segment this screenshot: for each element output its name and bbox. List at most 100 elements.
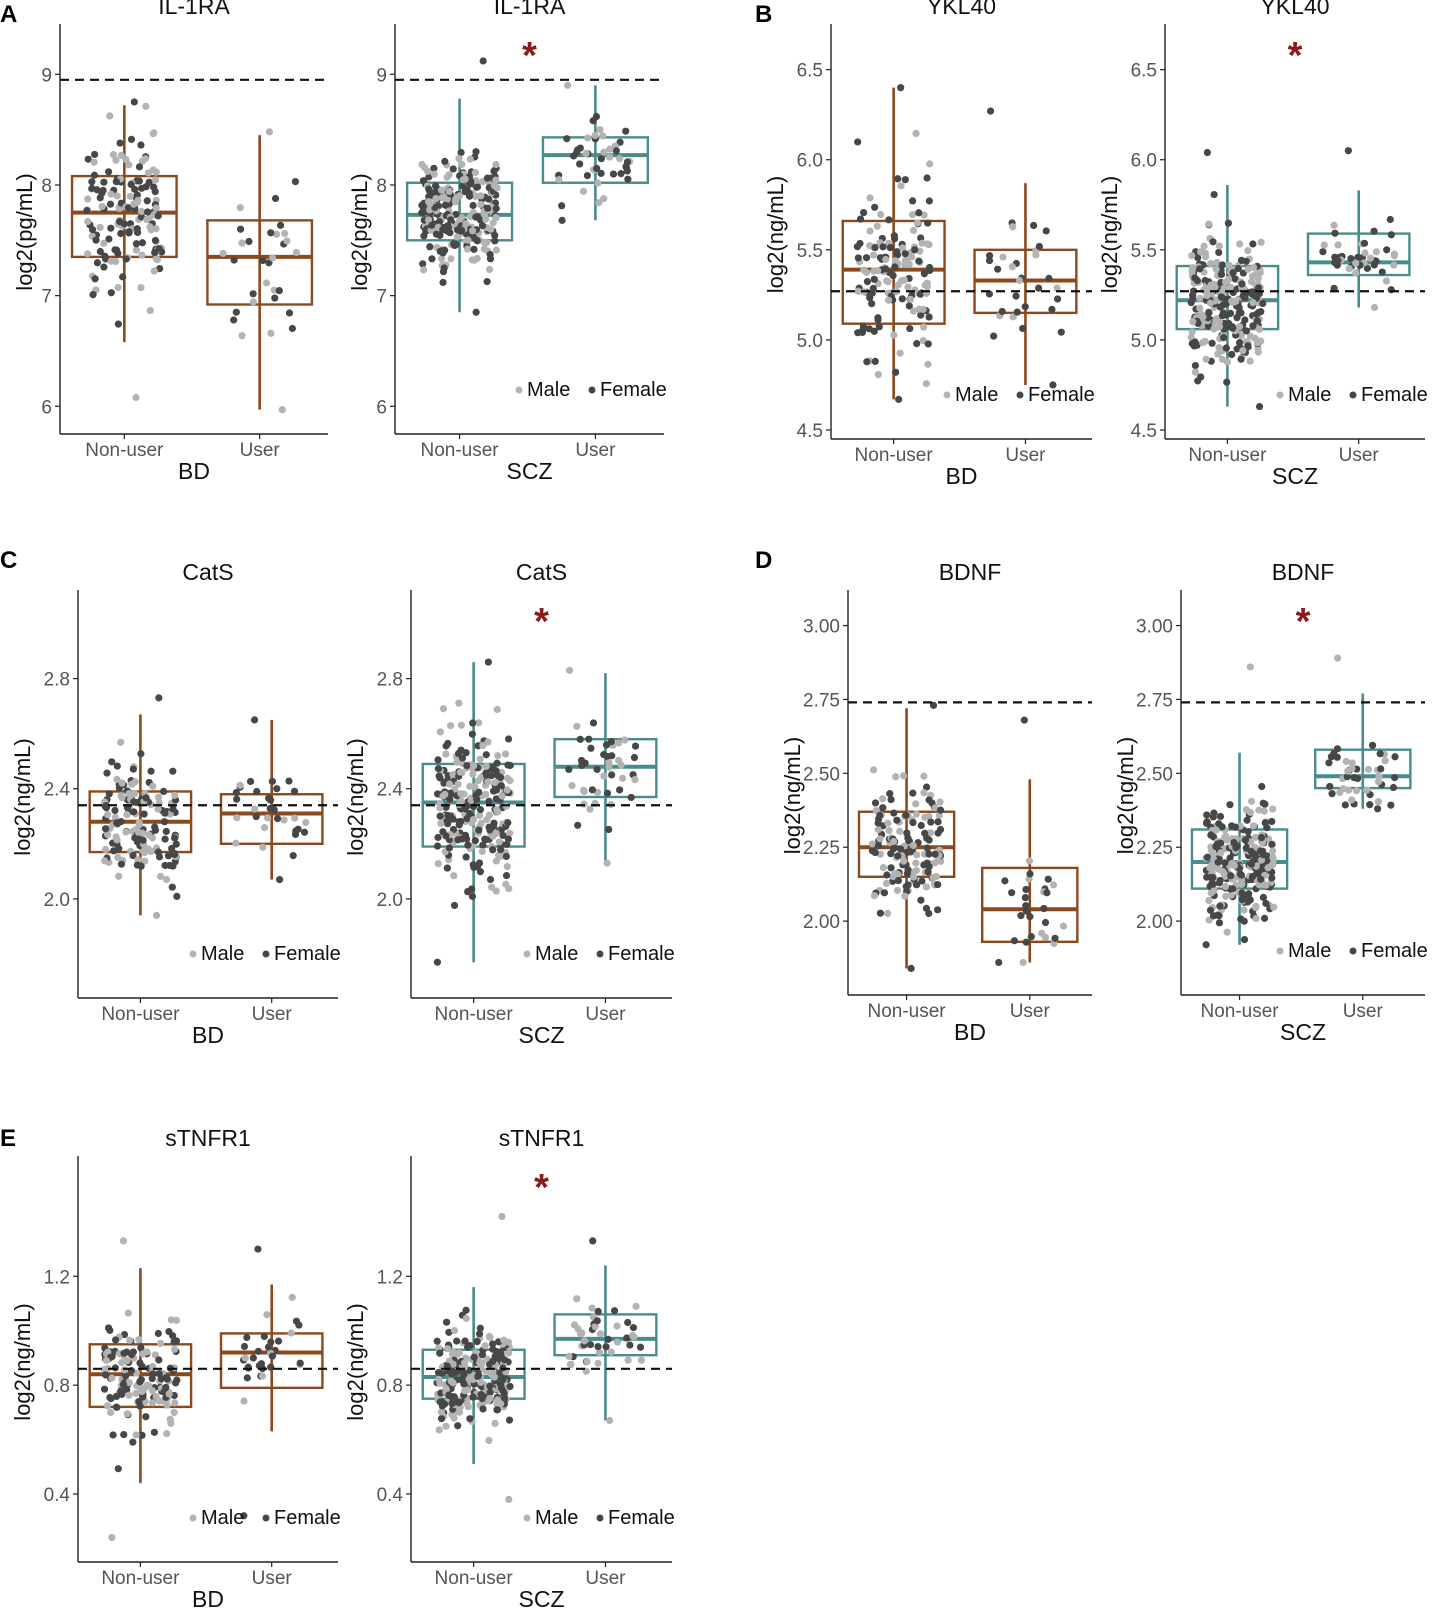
data-point: [452, 210, 460, 219]
data-point: [123, 811, 131, 819]
y-tick-label: 2.4: [44, 780, 71, 801]
data-point: [130, 200, 138, 208]
data-point: [1205, 220, 1213, 228]
data-point: [280, 816, 288, 824]
data-point: [450, 872, 458, 880]
data-point: [232, 308, 240, 316]
data-point: [132, 1431, 140, 1439]
data-point: [444, 1345, 452, 1353]
data-point: [1254, 348, 1262, 356]
data-point: [136, 1359, 144, 1367]
data-point: [135, 163, 144, 171]
data-point: [859, 322, 867, 330]
data-point: [893, 248, 901, 256]
data-point: [497, 1380, 505, 1388]
data-point: [1254, 284, 1263, 292]
data-point: [580, 786, 588, 794]
data-point: [1233, 345, 1241, 353]
data-point: [117, 1387, 125, 1395]
data-point: [1239, 291, 1247, 300]
data-point: [253, 787, 261, 796]
data-point: [854, 329, 862, 337]
data-point: [609, 170, 618, 178]
data-point: [871, 203, 879, 211]
box-group: [206, 128, 314, 414]
data-point: [445, 1328, 453, 1336]
data-point: [894, 852, 902, 860]
legend: Male Female: [515, 379, 667, 401]
data-point: [117, 860, 126, 868]
data-point: [1249, 322, 1257, 330]
data-point: [1237, 332, 1245, 340]
data-point: [1203, 853, 1212, 861]
data-point: [118, 1359, 126, 1367]
data-point: [869, 766, 878, 774]
data-point: [1386, 215, 1394, 224]
data-point: [918, 239, 926, 247]
data-point: [600, 750, 608, 759]
data-point: [986, 107, 995, 115]
data-point: [449, 771, 457, 779]
data-point: [264, 1343, 273, 1351]
data-point: [133, 225, 141, 233]
data-point: [446, 789, 455, 797]
data-point: [434, 765, 443, 773]
data-point: [465, 180, 474, 188]
data-point: [1205, 896, 1213, 905]
panel-label: A: [0, 1, 17, 28]
data-point: [890, 837, 898, 846]
data-point: [93, 259, 102, 267]
y-tick-label: 1.2: [44, 1267, 70, 1288]
legend-male-marker: [1276, 391, 1284, 399]
data-point: [268, 1352, 277, 1360]
data-point: [155, 1356, 163, 1364]
data-point: [249, 290, 257, 298]
data-point: [860, 209, 868, 217]
data-point: [438, 194, 446, 202]
data-point: [1361, 249, 1369, 257]
y-tick-label: 6.0: [1131, 151, 1157, 172]
data-point: [149, 782, 157, 790]
legend-male-label: Male: [201, 1507, 244, 1529]
box-group: [981, 716, 1079, 967]
x-tick-label: User: [1343, 1001, 1384, 1022]
data-point: [588, 786, 596, 794]
data-point: [1221, 859, 1229, 867]
data-point: [1376, 750, 1384, 758]
data-point: [432, 230, 441, 238]
data-point: [151, 823, 159, 831]
data-point: [1044, 875, 1052, 883]
y-tick-label: 6.0: [797, 151, 823, 172]
plot-title: YKL40: [927, 0, 996, 19]
data-point: [1224, 219, 1233, 227]
data-point: [1333, 654, 1342, 662]
data-point: [600, 195, 608, 203]
data-point: [101, 857, 109, 865]
data-point: [486, 1394, 494, 1403]
data-point: [164, 852, 173, 860]
data-point: [1203, 291, 1211, 300]
data-point: [436, 247, 444, 256]
data-point: [910, 873, 918, 881]
data-point: [856, 239, 864, 248]
data-point: [1374, 805, 1382, 813]
legend-female-marker: [1349, 391, 1357, 399]
data-point: [476, 755, 484, 763]
data-point: [1360, 239, 1369, 247]
data-point: [470, 245, 478, 253]
data-point: [114, 320, 122, 328]
data-point: [497, 782, 505, 790]
data-point: [583, 171, 592, 180]
data-point: [608, 771, 616, 779]
data-point: [470, 762, 478, 770]
data-point: [599, 132, 607, 140]
plot-title: YKL40: [1260, 0, 1329, 19]
data-point: [884, 819, 892, 827]
data-point: [472, 213, 480, 221]
data-point: [469, 770, 477, 778]
data-point: [616, 786, 624, 794]
data-point: [1249, 240, 1257, 248]
data-point: [887, 850, 895, 858]
data-point: [1202, 941, 1210, 949]
data-point: [106, 1326, 114, 1334]
